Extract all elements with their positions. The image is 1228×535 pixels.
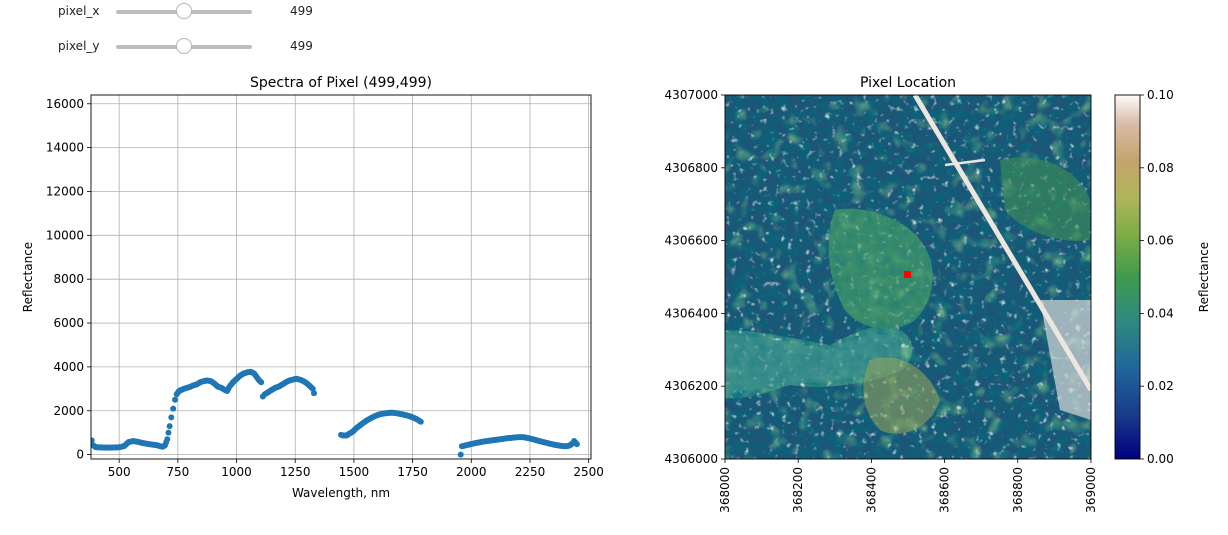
y-tick-label: 6000 bbox=[53, 316, 84, 330]
pixel-marker bbox=[904, 271, 911, 278]
x-tick-label: 1500 bbox=[339, 465, 370, 479]
spectra-title: Spectra of Pixel (499,499) bbox=[250, 75, 432, 91]
pixel-y-value: 499 bbox=[290, 39, 313, 53]
map-x-tick-label: 369000 bbox=[1084, 467, 1098, 513]
x-tick-label: 2500 bbox=[573, 465, 604, 479]
spectra-ticks: 500 750 1000 1250 1500 1750 2000 2250 2500 0 2000 4… bbox=[46, 97, 604, 479]
spectra-xlabel: Wavelength, nm bbox=[292, 486, 390, 500]
x-tick-label: 2250 bbox=[515, 465, 546, 479]
map-y-tick-label: 4306400 bbox=[665, 306, 718, 320]
pixel-x-slider[interactable] bbox=[116, 3, 252, 19]
map-x-tick-label: 368000 bbox=[718, 467, 732, 513]
data-point bbox=[168, 414, 175, 421]
spectra-frame bbox=[90, 94, 592, 460]
colorbar-frame bbox=[1114, 94, 1141, 460]
data-point bbox=[417, 418, 424, 425]
x-tick-label: 750 bbox=[166, 465, 189, 479]
map-title: Pixel Location bbox=[860, 75, 956, 91]
spectra-plot-area bbox=[91, 95, 591, 459]
colorbar-tick-label: 0.00 bbox=[1147, 452, 1174, 466]
colorbar bbox=[1115, 95, 1140, 459]
data-point bbox=[573, 441, 580, 448]
data-point bbox=[164, 436, 171, 443]
data-point bbox=[172, 396, 179, 403]
map-y-tick-label: 4307000 bbox=[665, 88, 718, 102]
colorbar-label: Reflectance bbox=[1197, 242, 1211, 312]
y-tick-label: 14000 bbox=[46, 141, 84, 155]
data-point bbox=[311, 390, 318, 397]
map-y-tick-label: 4306000 bbox=[665, 452, 718, 466]
colorbar-ticks: 0.00 0.02 0.04 0.06 0.08 0.10 bbox=[1140, 88, 1174, 466]
spectra-series bbox=[91, 368, 580, 458]
data-point bbox=[165, 429, 172, 436]
data-point bbox=[91, 437, 95, 444]
data-point bbox=[258, 379, 265, 386]
map-frame bbox=[724, 94, 1092, 460]
colorbar-tick-label: 0.02 bbox=[1147, 379, 1174, 393]
x-tick-label: 500 bbox=[108, 465, 131, 479]
x-tick-label: 2000 bbox=[456, 465, 487, 479]
y-tick-label: 8000 bbox=[53, 272, 84, 286]
y-tick-label: 0 bbox=[76, 448, 84, 462]
y-tick-label: 10000 bbox=[46, 228, 84, 242]
x-tick-label: 1750 bbox=[397, 465, 428, 479]
map-y-tick-label: 4306200 bbox=[665, 379, 718, 393]
data-point bbox=[170, 405, 177, 412]
pixel-y-slider-row: pixel_y 499 bbox=[0, 36, 340, 58]
pixel-x-value: 499 bbox=[290, 4, 313, 18]
y-tick-label: 16000 bbox=[46, 97, 84, 111]
pixel-x-slider-row: pixel_x 499 bbox=[0, 1, 340, 23]
y-tick-label: 12000 bbox=[46, 184, 84, 198]
map-x-tick-label: 368400 bbox=[864, 467, 878, 513]
pixel-x-slider-handle[interactable] bbox=[175, 3, 192, 19]
map-y-tick-label: 4306800 bbox=[665, 161, 718, 175]
map-x-tick-label: 368200 bbox=[791, 467, 805, 513]
pixel-y-label: pixel_y bbox=[58, 39, 100, 53]
map-x-tick-label: 368800 bbox=[1011, 467, 1025, 513]
x-tick-label: 1250 bbox=[280, 465, 311, 479]
pixel-y-slider-handle[interactable] bbox=[175, 38, 192, 54]
spectra-ylabel: Reflectance bbox=[21, 242, 35, 312]
y-tick-label: 2000 bbox=[53, 404, 84, 418]
pixel-y-slider[interactable] bbox=[116, 38, 252, 54]
colorbar-tick-label: 0.08 bbox=[1147, 161, 1174, 175]
data-point bbox=[457, 451, 464, 458]
y-tick-label: 4000 bbox=[53, 360, 84, 374]
map-ticks: 368000 368200 368400 368600 368800 369000 4307… bbox=[665, 88, 1098, 513]
map-y-tick-label: 4306600 bbox=[665, 234, 718, 248]
pixel-x-label: pixel_x bbox=[58, 4, 100, 18]
colorbar-tick-label: 0.10 bbox=[1147, 88, 1174, 102]
spectra-grid bbox=[91, 95, 591, 459]
colorbar-tick-label: 0.06 bbox=[1147, 234, 1174, 248]
colorbar-tick-label: 0.04 bbox=[1147, 306, 1174, 320]
data-point bbox=[166, 423, 173, 430]
x-tick-label: 1000 bbox=[221, 465, 252, 479]
map-x-tick-label: 368600 bbox=[938, 467, 952, 513]
